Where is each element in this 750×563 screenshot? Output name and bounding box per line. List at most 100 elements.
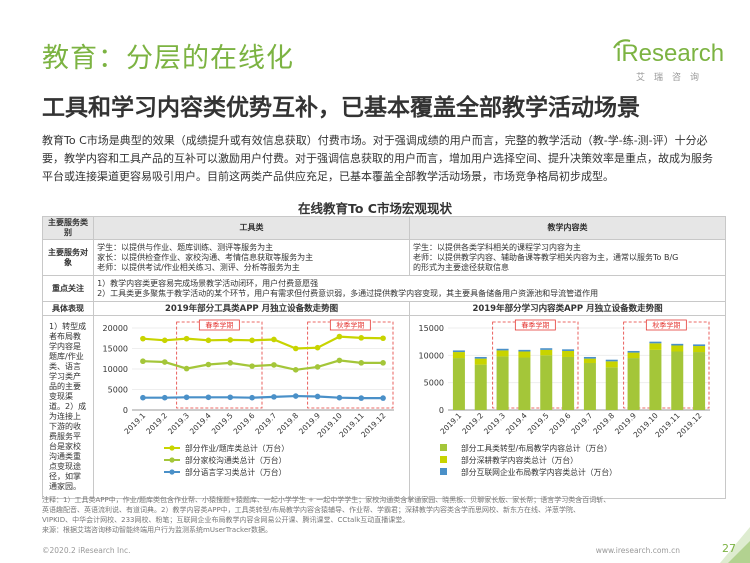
website-link[interactable]: www.iresearch.com.cn	[595, 546, 680, 555]
semester-label: 秋季学期	[336, 320, 364, 329]
line-chart-title: 2019年部分工具类APP 月独立设备数走势图	[93, 301, 411, 316]
stacked-bar-segment	[671, 344, 684, 352]
data-point	[162, 358, 168, 365]
line-chart-cell: 0 5000 10000 15000 20000 2019.1 2019.2 2019.3 20…	[93, 315, 411, 499]
semester-label: 春季学期	[521, 320, 549, 329]
y-tick-label: 15000	[103, 344, 128, 353]
data-point	[336, 333, 343, 339]
data-point	[205, 361, 212, 367]
stacked-bar-segment	[562, 348, 575, 351]
data-point	[293, 345, 299, 351]
row-label-focus: 重点关注	[41, 275, 95, 302]
stacked-bar-segment	[605, 366, 618, 410]
note-line: VIPKID、中华会计网校、233网校、粉笔；互联网企业布局教学内容含网易公开课…	[42, 516, 410, 524]
legend-swatch	[440, 455, 448, 463]
data-point	[358, 334, 365, 341]
legend-swatch	[169, 468, 175, 475]
focus-cell: 1）教学内容类更容易完成场景教学活动闭环，用户付费意愿强 2）工具类更多聚焦于教…	[93, 275, 726, 302]
stacked-bar-segment	[605, 359, 618, 361]
y-tick-label: 10000	[103, 365, 128, 374]
semester-label-box	[330, 319, 371, 330]
stacked-bar-segment	[518, 351, 531, 358]
x-tick-label: 2019.2	[460, 410, 485, 435]
legend-swatch	[440, 443, 448, 451]
data-point	[140, 394, 146, 400]
header-content: 教学内容类	[409, 216, 726, 240]
stacked-bar-segment	[583, 358, 596, 363]
row-label-audience: 主要服务对象	[41, 239, 95, 276]
x-tick-label: 2019.8	[591, 410, 616, 435]
stacked-bar-segment	[518, 357, 531, 410]
content-audience-line: 的形式为主要途径获取信息	[413, 262, 510, 272]
data-point	[227, 336, 234, 343]
stacked-bar-segment	[518, 349, 531, 352]
semester-label-box	[514, 319, 556, 330]
x-tick-label: 2019.7	[569, 410, 594, 435]
data-point	[358, 359, 365, 366]
legend-label: 部分工具类转型/布局教学内容总计（万台）	[461, 443, 612, 453]
stacked-bar-segment	[649, 349, 662, 410]
stacked-bar-segment	[627, 352, 640, 358]
x-tick-label: 2019.5	[210, 410, 235, 435]
data-point	[314, 363, 321, 370]
legend-label: 部分互联网企业布局教学内容类总计（万台）	[461, 467, 617, 477]
bar-chart: 0500010000150002019.12019.22019.32019.42…	[419, 319, 711, 477]
data-point	[227, 359, 234, 366]
intro-paragraph: 教育To C市场是典型的效果（成绩提升或有效信息获取）付费市场。对于强调成绩的用…	[42, 134, 713, 183]
bar-chart-title: 2019年部分学习内容类APP 月独立设备数走势图	[409, 301, 726, 316]
x-tick-label: 2019.12	[675, 410, 703, 438]
data-point	[293, 366, 299, 373]
content-audience-line: 学生：以提供各类学科相关的课程学习内容为主	[413, 242, 582, 252]
semester-label: 春季学期	[205, 320, 233, 329]
legend-label: 部分深耕教学内容类总计（万台）	[461, 455, 578, 465]
logo-tagline: 艾瑞咨询	[635, 73, 708, 83]
legend-label: 部分作业/题库类总计（万台）	[185, 443, 289, 453]
data-point	[336, 394, 343, 400]
page-number: 27	[722, 542, 736, 555]
data-point	[140, 335, 146, 341]
bar-chart-cell: 0 5000 10000 15000 2019.1 2019.2 2019.3 2019.4 2…	[409, 315, 726, 499]
legend-swatch	[440, 467, 448, 475]
data-point	[249, 337, 255, 343]
stacked-bar-segment	[496, 349, 509, 356]
data-point	[205, 393, 212, 400]
data-point	[314, 344, 321, 350]
tool-audience-cell: 学生：以提供与作业、题库训练、测评等服务为主 家长：以提供检查作业、家校沟通、考…	[93, 239, 411, 276]
content-audience-cell: 学生：以提供各类学科相关的课程学习内容为主 老师：以提供教学内容、辅助备课等教学…	[409, 239, 726, 276]
series-line	[142, 334, 384, 350]
stacked-bar-segment	[605, 360, 618, 367]
y-tick-label: 0	[123, 406, 128, 415]
stacked-bar-segment	[452, 357, 465, 410]
corner-decoration-icon	[720, 527, 750, 563]
data-point	[336, 357, 343, 363]
data-point	[140, 357, 146, 364]
x-tick-label: 2019.7	[253, 410, 278, 435]
stacked-bar-segment	[496, 355, 509, 410]
x-tick-label: 2019.12	[359, 410, 387, 438]
data-point	[249, 394, 255, 400]
x-tick-label: 2019.8	[275, 410, 300, 435]
y-tick-label: 5000	[424, 378, 444, 387]
logo-swoosh-icon	[613, 39, 631, 49]
x-tick-label: 2019.4	[188, 410, 213, 435]
x-tick-label: 2019.6	[232, 410, 257, 435]
page-subtitle: 工具和学习内容类优势互补，已基本覆盖全部教学活动场景	[42, 95, 640, 121]
side-text: 1）转型成者布局教学内容是题库/作业类、语言学习类产品的主要变现渠道。2）成为连…	[41, 315, 95, 499]
focus-line: 1）教学内容类更容易完成场景教学活动闭环，用户付费意愿强	[97, 278, 319, 288]
stacked-bar-segment	[474, 358, 487, 365]
line-chart: 050001000015000200002019.12019.22019.320…	[103, 319, 395, 477]
market-table: 主要服务类别 工具类 教学内容类 主要服务对象 学生：以提供与作业、题库训练、测…	[41, 216, 726, 499]
series-line	[142, 358, 384, 371]
stacked-bar-segment	[583, 356, 596, 359]
tool-audience-line: 家长：以提供检查作业、家校沟通、考情信息获取等服务为主	[97, 252, 314, 262]
y-tick-label: 20000	[103, 324, 128, 333]
row-label-performance: 具体表现	[41, 301, 95, 316]
data-point	[249, 362, 255, 369]
stacked-bar-segment	[540, 349, 553, 355]
tool-audience-line: 学生：以提供与作业、题库训练、测评等服务为主	[97, 242, 274, 252]
data-point	[205, 337, 212, 343]
legend-swatch	[169, 444, 175, 451]
data-point	[314, 393, 321, 399]
content-audience-line: 老师：以提供教学内容、辅助备课等教学相关内容为主，通常以服务To B/G	[413, 252, 679, 262]
iresearch-logo: iResearch 艾瑞咨询	[613, 39, 724, 86]
